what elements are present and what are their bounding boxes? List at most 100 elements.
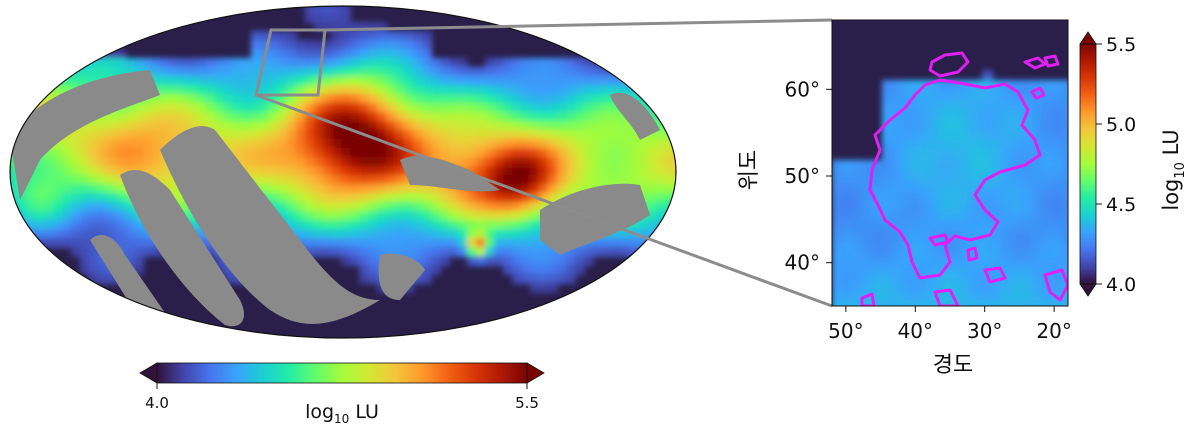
sky-cell: [458, 112, 468, 122]
inset-cell: [1062, 140, 1068, 151]
sky-cell: [503, 193, 513, 203]
sky-cell: [224, 121, 234, 131]
inset-cell: [882, 270, 893, 281]
sky-cell: [359, 22, 369, 32]
sky-cell: [530, 58, 540, 68]
inset-cell: [972, 90, 983, 101]
sky-cell: [530, 256, 540, 266]
sky-cell: [251, 103, 261, 113]
sky-cell: [233, 130, 243, 140]
sky-cell: [134, 229, 144, 239]
sky-cell: [197, 103, 207, 113]
sky-cell: [368, 175, 378, 185]
inset-cell: [852, 260, 863, 271]
sky-cell: [242, 85, 252, 95]
sky-cell: [521, 58, 531, 68]
sky-cell: [557, 94, 567, 104]
inset-cell: [1032, 190, 1043, 201]
contour-line: [1043, 268, 1068, 302]
sky-cell: [44, 76, 54, 86]
sky-cell: [53, 76, 63, 86]
sky-cell: [467, 148, 477, 158]
sky-cell: [368, 265, 378, 275]
inset-cell: [892, 90, 903, 101]
sky-cell: [431, 247, 441, 257]
sky-cell: [278, 193, 288, 203]
sky-cell: [602, 103, 612, 113]
inset-cell: [852, 180, 863, 191]
sky-cell: [80, 157, 90, 167]
sky-cell: [395, 67, 405, 77]
sky-cell: [62, 229, 72, 239]
sky-cell: [485, 139, 495, 149]
inset-y-ticks: 40°50°60°: [785, 77, 832, 275]
inset-cell: [1022, 100, 1033, 111]
inset-cell: [972, 100, 983, 111]
inset-cell: [832, 180, 843, 191]
inset-cell: [972, 180, 983, 191]
sky-cell: [530, 94, 540, 104]
sky-cell: [206, 76, 216, 86]
inset-cell: [1062, 90, 1068, 101]
sky-cell: [476, 148, 486, 158]
sky-cell: [566, 274, 576, 284]
sky-cell: [116, 193, 126, 203]
inset-cell: [842, 200, 853, 211]
sky-cell: [17, 103, 27, 113]
inset-cell: [952, 170, 963, 181]
sky-cell: [98, 112, 108, 122]
inset-cell: [962, 200, 973, 211]
sky-cell: [116, 229, 126, 239]
inset-cell: [952, 290, 963, 301]
sky-cell: [287, 58, 297, 68]
sky-cell: [512, 274, 522, 284]
inset-cell: [1042, 150, 1053, 161]
inset-cell: [1002, 120, 1013, 131]
sky-cell: [602, 238, 612, 248]
inset-cell: [1032, 160, 1043, 171]
sky-cell: [269, 184, 279, 194]
sky-cell: [530, 184, 540, 194]
sky-cell: [125, 202, 135, 212]
inset-cell: [852, 280, 863, 291]
sky-cell: [395, 238, 405, 248]
sky-cell: [431, 193, 441, 203]
masked-region: [10, 70, 660, 327]
sky-cell: [323, 121, 333, 131]
sky-cell: [539, 121, 549, 131]
sky-cell: [674, 193, 676, 203]
sky-cell: [188, 103, 198, 113]
inset-cell: [1002, 140, 1013, 151]
sky-cell: [278, 211, 288, 221]
inset-cell: [1012, 150, 1023, 161]
inset-cell: [1052, 160, 1063, 171]
sky-cell: [611, 121, 621, 131]
sky-cell: [395, 121, 405, 131]
inset-cell: [1042, 170, 1053, 181]
inset-cell: [1012, 90, 1023, 101]
sky-cell: [440, 193, 450, 203]
sky-cell: [359, 193, 369, 203]
sky-cell: [629, 139, 639, 149]
sky-cell: [341, 202, 351, 212]
sky-cell: [188, 67, 198, 77]
sky-cell: [350, 238, 360, 248]
sky-cell: [584, 247, 594, 257]
sky-cell: [647, 247, 657, 257]
sky-cell: [674, 229, 676, 239]
sky-cell: [647, 157, 657, 167]
sky-cell: [143, 157, 153, 167]
sky-cell: [314, 130, 324, 140]
inset-cell: [882, 180, 893, 191]
sky-cell: [53, 175, 63, 185]
sky-cell: [674, 283, 676, 293]
sky-cell: [674, 76, 676, 86]
sky-cell: [494, 148, 504, 158]
sky-cell: [458, 94, 468, 104]
inset-cell: [1062, 160, 1068, 171]
sky-cell: [521, 103, 531, 113]
sky-cell: [575, 166, 585, 176]
sky-cell: [593, 112, 603, 122]
sky-cell: [359, 247, 369, 257]
